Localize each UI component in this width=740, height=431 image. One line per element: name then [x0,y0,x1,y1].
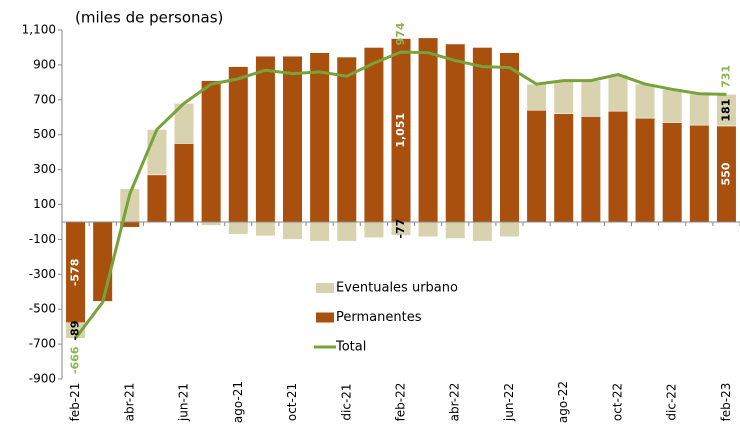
bar-segment [174,143,195,223]
value-label: 1,051 [394,113,407,148]
bar-segment [472,221,493,242]
bar-segment [553,113,574,223]
bar-segment [418,221,439,238]
bar-segment [662,122,683,223]
y-tick-label: -100 [29,232,56,246]
bar-segment [580,80,601,117]
bar-segment [689,93,710,126]
bar-segment [635,83,656,119]
x-tick-label: ago-22 [556,381,570,423]
bar-segment [228,221,249,235]
y-tick-label: 700 [33,92,56,106]
bar-segment [92,221,113,302]
value-label: 550 [719,162,732,185]
x-tick-label: dic-22 [665,383,679,420]
bar-segment [553,80,574,115]
bar-segment [607,74,628,112]
value-label: -89 [69,321,82,341]
bar-segment [363,221,384,238]
x-tick-label: feb-21 [68,383,82,422]
value-label: 974 [394,22,407,45]
bar-segment [146,129,167,176]
x-tick-label: oct-21 [285,383,299,421]
total-line [74,50,727,340]
chart-title: (miles de personas) [75,9,223,27]
bar-segment [201,221,222,226]
x-tick-label: abr-22 [448,383,462,422]
bar-segment [255,55,276,223]
x-tick-label: feb-22 [394,383,408,422]
bar-segment [146,174,167,223]
bar-segment [662,89,683,123]
bar-segment [635,117,656,223]
value-label: -666 [69,346,82,374]
value-label: -77 [394,219,407,239]
x-tick-label: abr-21 [122,383,136,422]
bar-segment [689,124,710,223]
x-tick-label: feb-23 [719,383,733,422]
y-tick-label: -700 [29,337,56,351]
x-tick-label: jun-22 [502,383,516,422]
y-tick-label: -900 [29,372,56,386]
y-tick-label: 300 [33,162,56,176]
bar-segment [336,56,357,223]
y-tick-label: 100 [33,197,56,211]
bar-segment [201,80,222,223]
bar-segment [526,83,547,111]
legend-swatch [316,312,334,323]
y-tick-label: 1,100 [22,23,56,37]
bar-segment [65,322,86,339]
bar-segment [580,116,601,223]
bar-segment [472,47,493,223]
bar-segment [282,55,303,223]
legend-label: Total [335,340,366,355]
value-label: 181 [719,99,732,122]
y-tick-label: -300 [29,267,56,281]
y-tick-label: 900 [33,57,56,71]
bar-segment [526,110,547,223]
x-tick-label: oct-22 [610,383,624,421]
legend-label: Eventuales urbano [336,281,458,296]
legend-label: Permanentes [336,310,422,325]
y-tick-label: -500 [29,302,56,316]
value-label: 731 [719,65,732,88]
x-tick-label: dic-21 [339,383,353,420]
legend-swatch [316,283,334,293]
bar-segment [499,221,520,238]
y-tick-label: 500 [33,127,56,141]
bar-segment [445,221,466,239]
bar-segment [255,221,276,237]
bar-segment [363,47,384,223]
x-tick-label: jun-21 [177,383,191,422]
bar-segment [309,221,330,242]
bar-segment [418,37,439,223]
value-label: -578 [69,259,82,287]
x-tick-label: ago-21 [231,381,245,423]
bar-segment [336,221,357,242]
bar-segment [607,110,628,223]
bar-segment [499,52,520,223]
bar-segment [282,221,303,240]
bar-segment [228,66,249,223]
bar-segment [309,52,330,223]
bar-segment [445,43,466,223]
